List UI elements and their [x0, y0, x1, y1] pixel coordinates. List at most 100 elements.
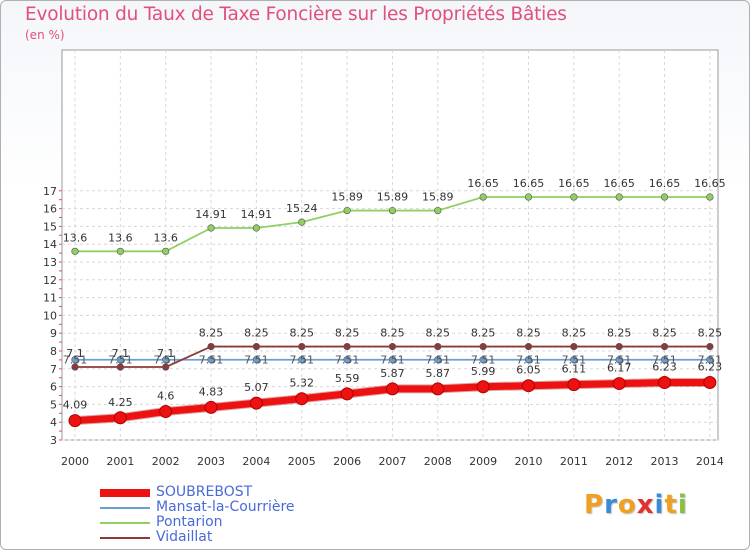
- data-label: 6.11: [562, 363, 587, 376]
- data-point: [388, 206, 397, 215]
- data-label: 8.25: [335, 327, 360, 340]
- data-label: 8.25: [607, 327, 632, 340]
- data-point: [252, 342, 260, 351]
- legend-label: SOUBREBOST: [156, 484, 253, 500]
- legend-swatch: [100, 522, 150, 524]
- y-tick-label: 6: [50, 381, 57, 394]
- data-point: [298, 218, 306, 226]
- data-point: [615, 356, 623, 364]
- legend-label: Mansat-la-Courrière: [156, 499, 295, 515]
- data-point: [615, 342, 623, 351]
- y-tick-label: 16: [43, 203, 57, 216]
- data-point: [116, 247, 124, 255]
- data-point: [658, 376, 672, 390]
- data-point: [706, 356, 714, 364]
- data-label: 5.99: [471, 365, 496, 378]
- data-label: 7.51: [426, 354, 451, 367]
- data-label: 4.09: [63, 399, 88, 412]
- data-point: [660, 356, 669, 364]
- data-point: [113, 411, 127, 425]
- data-label: 7.51: [652, 354, 677, 367]
- data-label: 8.25: [652, 327, 677, 340]
- data-point: [524, 356, 533, 364]
- data-point: [207, 224, 215, 232]
- data-label: 16.65: [694, 177, 726, 190]
- data-label: 4.83: [199, 385, 224, 398]
- proxiti-logo: Proxiti: [584, 490, 688, 520]
- data-point: [524, 342, 533, 351]
- data-label: 7.51: [562, 354, 587, 367]
- logo-letter: x: [636, 490, 655, 520]
- plot-area: [61, 49, 719, 441]
- data-label: 16.65: [467, 177, 499, 190]
- data-point: [159, 405, 173, 419]
- data-point: [68, 414, 82, 428]
- legend-label: Vidaillat: [156, 529, 213, 545]
- data-point: [524, 193, 533, 201]
- data-label: 8.25: [698, 327, 723, 340]
- x-tick-label: 2009: [469, 455, 497, 468]
- data-point: [479, 193, 487, 201]
- data-label: 4.6: [157, 390, 175, 403]
- data-label: 16.65: [558, 177, 590, 190]
- data-label: 8.25: [290, 327, 315, 340]
- data-label: 13.6: [153, 231, 178, 244]
- logo-letter: i: [677, 490, 688, 520]
- legend-swatch: [100, 507, 150, 509]
- data-label: 8.25: [562, 327, 587, 340]
- x-tick-label: 2004: [242, 455, 270, 468]
- data-label: 4.25: [108, 396, 133, 409]
- data-point: [570, 356, 578, 364]
- data-label: 15.89: [377, 191, 409, 204]
- y-tick-label: 3: [50, 434, 57, 447]
- y-tick-label: 15: [43, 220, 57, 233]
- y-tick-label: 12: [43, 274, 57, 287]
- x-tick-label: 2008: [424, 455, 452, 468]
- data-label: 7.51: [290, 354, 315, 367]
- data-point: [298, 342, 306, 351]
- x-tick-label: 2000: [61, 455, 89, 468]
- data-label: 16.65: [649, 177, 681, 190]
- chart-title: Evolution du Taux de Taxe Foncière sur l…: [25, 4, 567, 25]
- data-point: [567, 378, 581, 392]
- data-point: [71, 247, 79, 255]
- data-point: [116, 356, 124, 364]
- data-point: [476, 380, 490, 394]
- data-label: 7.51: [335, 354, 360, 367]
- logo-letter: i: [654, 490, 665, 520]
- x-tick-label: 2011: [560, 455, 588, 468]
- data-point: [162, 247, 170, 255]
- data-point: [431, 382, 445, 396]
- data-label: 7.51: [108, 354, 133, 367]
- data-point: [660, 342, 669, 351]
- data-point: [116, 363, 124, 371]
- data-point: [660, 193, 669, 201]
- data-point: [385, 382, 399, 396]
- y-tick-label: 13: [43, 256, 57, 269]
- data-label: 8.25: [199, 327, 224, 340]
- y-tick-label: 7: [50, 363, 57, 376]
- data-point: [388, 356, 397, 364]
- data-label: 15.89: [422, 191, 454, 204]
- data-point: [388, 342, 397, 351]
- x-tick-label: 2012: [605, 455, 633, 468]
- y-tick-label: 11: [43, 292, 57, 305]
- data-point: [298, 356, 306, 364]
- data-label: 8.25: [380, 327, 405, 340]
- data-point: [479, 342, 487, 351]
- data-point: [204, 400, 218, 414]
- data-point: [479, 356, 487, 364]
- data-point: [71, 363, 79, 371]
- data-point: [162, 356, 170, 364]
- y-tick-label: 10: [43, 309, 57, 322]
- data-label: 7.1: [157, 347, 175, 360]
- data-label: 7.51: [153, 354, 178, 367]
- data-point: [252, 224, 260, 232]
- data-point: [207, 342, 215, 351]
- data-point: [615, 193, 623, 201]
- data-point: [252, 356, 260, 364]
- data-label: 7.51: [471, 354, 496, 367]
- data-label: 5.32: [290, 377, 315, 390]
- data-point: [706, 193, 714, 201]
